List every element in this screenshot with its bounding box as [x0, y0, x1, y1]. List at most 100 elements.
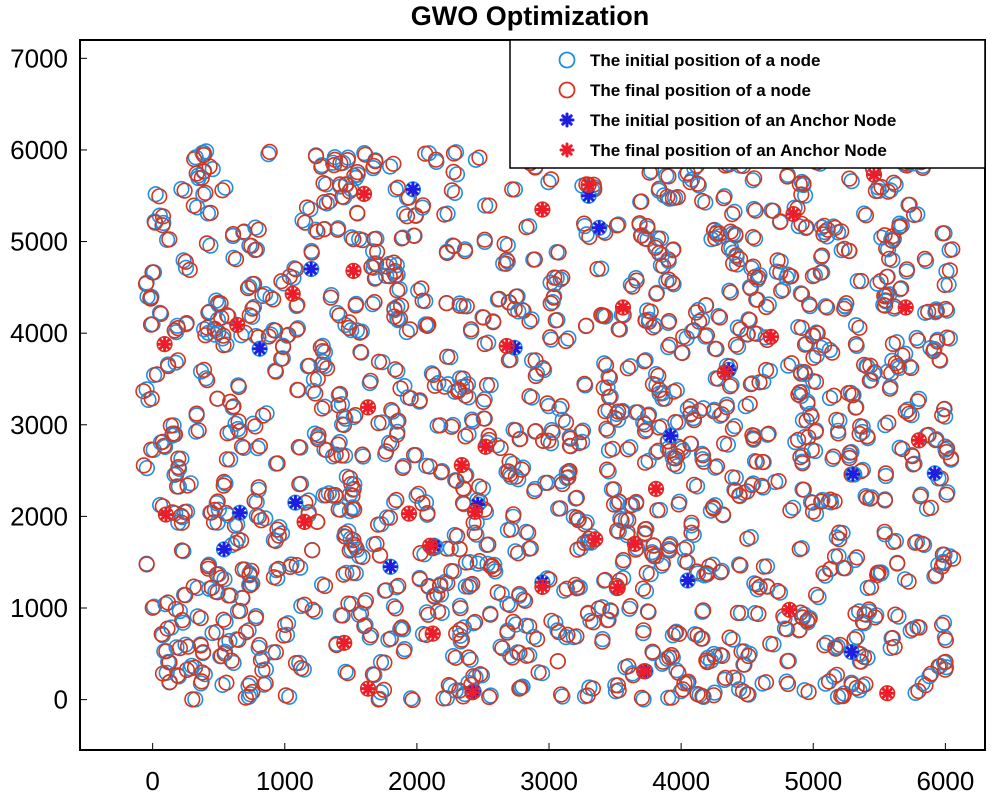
final-node-point: [385, 155, 402, 172]
final-node-point: [727, 226, 744, 243]
final-anchor-point: [587, 531, 603, 547]
final-node-point: [762, 635, 779, 652]
final-node-point: [841, 449, 858, 467]
final-node-point: [251, 636, 268, 654]
final-node-point: [225, 226, 242, 243]
final-node-point: [429, 586, 446, 603]
final-node-point: [841, 170, 858, 187]
initial-node-point: [523, 311, 540, 328]
y-tick-label: 6000: [10, 135, 68, 165]
initial-node-point: [910, 390, 928, 408]
initial-node-point: [599, 422, 617, 439]
final-anchor-point: [229, 317, 245, 333]
final-node-point: [406, 227, 423, 244]
final-node-point: [485, 314, 502, 331]
final-node-point: [594, 633, 611, 650]
initial-node-point: [574, 422, 592, 439]
initial-node-point: [258, 405, 275, 422]
final-node-point: [349, 205, 366, 222]
initial-node-point: [635, 691, 652, 708]
initial-node-point: [896, 571, 914, 588]
initial-node-point: [596, 355, 613, 372]
initial-node-point: [240, 677, 257, 694]
final-node-point: [505, 506, 522, 523]
final-node-point: [304, 542, 321, 559]
final-node-point: [543, 612, 560, 629]
initial-node-point: [240, 622, 257, 639]
final-node-point: [366, 294, 383, 311]
final-node-point: [425, 366, 442, 384]
final-node-point: [452, 621, 469, 638]
final-node-point: [909, 393, 926, 410]
legend-item: The initial position of a node: [558, 51, 820, 70]
initial-node-point: [468, 526, 485, 543]
final-anchor-point: [356, 186, 372, 202]
initial-node-point: [292, 559, 309, 576]
initial-node-point: [442, 678, 459, 695]
final-node-point: [544, 424, 561, 441]
initial-node-point: [707, 459, 724, 476]
x-tick-label: 4000: [652, 766, 710, 796]
initial-node-point: [262, 326, 279, 343]
final-node-point: [679, 554, 696, 571]
final-node-point: [475, 393, 492, 411]
final-node-point: [331, 307, 348, 324]
final-node-point: [740, 647, 757, 665]
final-node-point: [715, 435, 733, 452]
final-node-point: [178, 315, 195, 332]
final-node-point: [748, 453, 765, 470]
final-node-point: [318, 487, 335, 504]
final-node-point: [804, 503, 822, 520]
final-node-point: [897, 403, 914, 420]
chart-title: GWO Optimization: [411, 1, 649, 31]
initial-node-point: [305, 382, 322, 399]
final-node-point: [489, 584, 506, 601]
final-node-point: [327, 487, 344, 504]
final-node-point: [631, 215, 648, 232]
final-node-point: [581, 228, 598, 245]
final-node-point: [346, 501, 363, 518]
initial-node-point: [204, 161, 221, 178]
final-node-point: [381, 509, 399, 526]
final-node-point: [554, 475, 571, 493]
final-node-point: [177, 586, 194, 604]
initial-node-point: [554, 688, 571, 705]
final-node-point: [645, 547, 663, 565]
initial-node-point: [899, 401, 916, 418]
final-node-point: [335, 416, 353, 434]
initial-node-point: [387, 181, 404, 198]
final-node-point: [438, 295, 455, 312]
final-node-point: [600, 611, 617, 629]
final-node-point: [911, 619, 928, 636]
final-node-point: [841, 242, 858, 260]
final-node-point: [927, 432, 944, 449]
final-node-point: [815, 565, 832, 582]
initial-node-point: [821, 389, 839, 407]
final-node-point: [161, 231, 178, 248]
initial-node-point: [445, 647, 462, 665]
initial-node-point: [600, 463, 617, 480]
initial-node-point: [512, 679, 530, 696]
initial-node-point: [221, 632, 238, 650]
initial-node-point: [635, 414, 652, 431]
initial-node-point: [467, 151, 485, 168]
final-node-point: [552, 686, 570, 703]
final-node-point: [664, 274, 681, 291]
final-node-point: [635, 622, 652, 639]
initial-node-point: [384, 403, 401, 420]
final-node-point: [711, 309, 729, 326]
final-node-point: [876, 297, 894, 314]
final-node-point: [683, 514, 700, 531]
final-node-point: [729, 604, 747, 622]
final-node-point: [393, 619, 410, 636]
initial-node-point: [398, 323, 415, 341]
final-node-point: [198, 235, 215, 252]
final-node-point: [685, 322, 703, 339]
final-node-point: [721, 629, 738, 646]
final-node-point: [526, 251, 543, 268]
final-node-point: [367, 153, 384, 170]
final-node-point: [310, 431, 327, 448]
initial-node-point: [578, 226, 595, 243]
final-anchor-point: [534, 202, 550, 217]
